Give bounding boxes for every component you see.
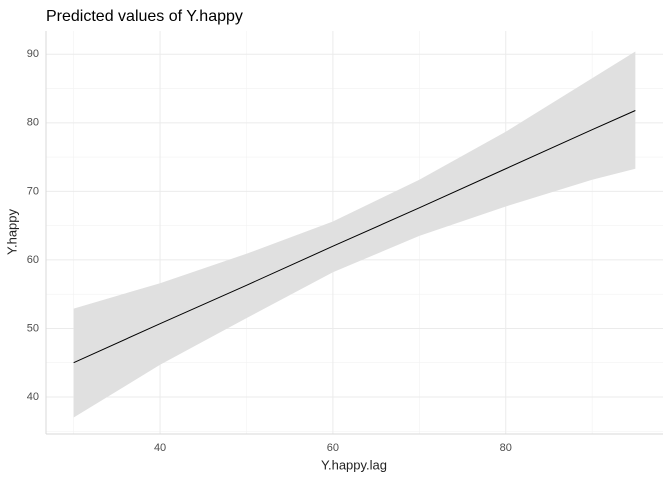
y-tick-label: 80 (27, 117, 39, 129)
y-axis-label: Y.happy (4, 208, 19, 255)
confidence-band (73, 51, 636, 418)
y-tick-label: 50 (27, 322, 39, 334)
y-tick-label: 60 (27, 254, 39, 266)
chart-title: Predicted values of Y.happy (46, 8, 243, 25)
x-tick-label: 40 (154, 442, 166, 454)
x-tick-label: 80 (500, 442, 512, 454)
line (73, 110, 636, 364)
x-tick-label: 60 (327, 442, 339, 454)
x-axis-label: Y.happy.lag (321, 457, 387, 472)
y-tick-label: 40 (27, 391, 39, 403)
y-tick-label: 90 (27, 48, 39, 60)
y-tick-label: 70 (27, 185, 39, 197)
